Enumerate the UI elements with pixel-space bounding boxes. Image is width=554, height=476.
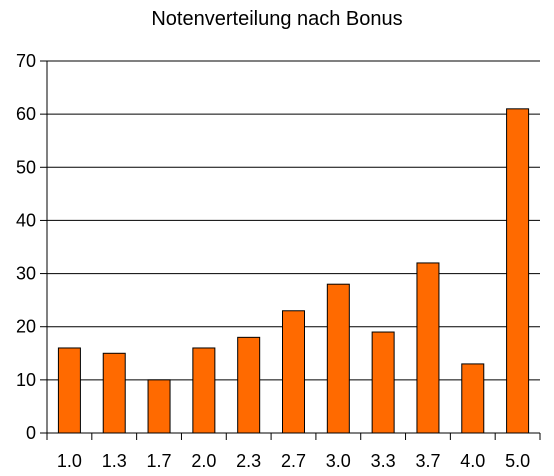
- x-tick-label: 3.7: [415, 451, 440, 471]
- bar-1.3: [102, 352, 126, 434]
- x-tick-label: 2.7: [281, 451, 306, 471]
- bar-1.0: [57, 347, 81, 434]
- axes: [40, 60, 541, 440]
- y-tick-label: 40: [16, 210, 36, 230]
- bar-3.3: [371, 331, 395, 434]
- y-tick-label: 0: [26, 423, 36, 443]
- tick-labels: 0 10 20 30 40 50 60 70 1.0 1.3 1.7 2.0 2.3 2.7 3.0 3.3 3…: [16, 51, 530, 471]
- bar-5.0: [506, 108, 530, 434]
- x-tick-label: 4.0: [460, 451, 485, 471]
- x-tick-label: 1.7: [147, 451, 172, 471]
- x-tick-label: 1.0: [57, 451, 82, 471]
- y-tick-label: 70: [16, 51, 36, 71]
- bar-2.7: [282, 310, 305, 434]
- x-tick-label: 3.3: [371, 451, 396, 471]
- y-tick-label: 10: [16, 370, 36, 390]
- chart-title: Notenverteilung nach Bonus: [151, 8, 403, 30]
- y-tick-label: 20: [16, 317, 36, 337]
- y-tick-label: 50: [16, 157, 36, 177]
- bar-2.3: [237, 336, 261, 434]
- x-tick-label: 2.0: [191, 451, 216, 471]
- y-tick-label: 60: [16, 104, 36, 124]
- bar-4.0: [461, 363, 485, 434]
- bars: [57, 108, 530, 434]
- x-tick-label: 2.3: [236, 451, 261, 471]
- bar-2.0: [192, 347, 216, 434]
- x-tick-label: 3.0: [326, 451, 351, 471]
- x-tick-label: 5.0: [505, 451, 530, 471]
- y-tick-label: 30: [16, 264, 36, 284]
- bar-1.7: [147, 379, 171, 434]
- bar-3.7: [416, 262, 440, 434]
- x-tick-label: 1.3: [102, 451, 127, 471]
- bar-3.0: [326, 283, 350, 434]
